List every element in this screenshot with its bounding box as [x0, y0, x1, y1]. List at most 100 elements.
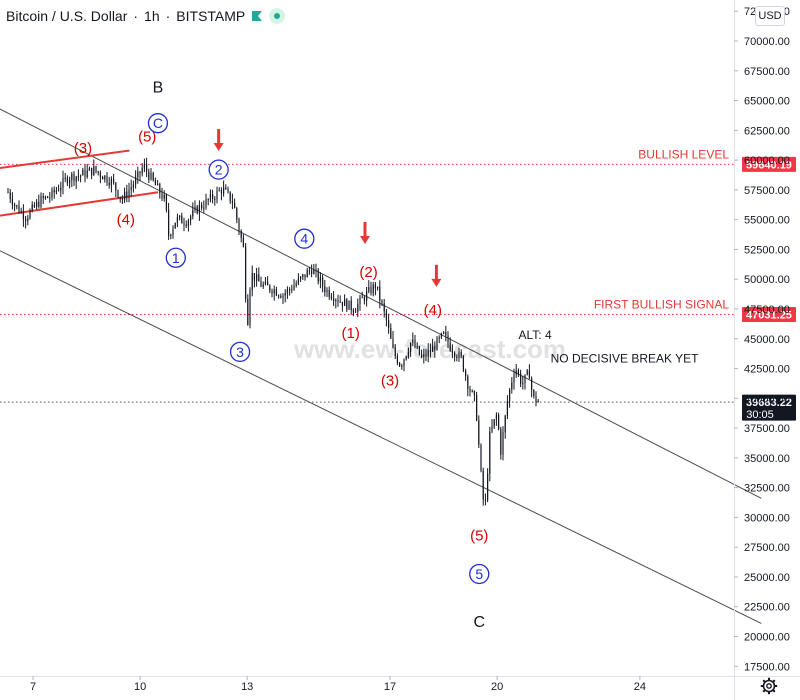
wave-circle — [208, 159, 229, 180]
candle-body — [275, 289, 278, 296]
chart-header: Bitcoin / U.S. Dollar · 1h · BITSTAMP — [6, 5, 286, 27]
wave-label: 4 — [300, 231, 308, 247]
wave-label: 3 — [236, 344, 244, 360]
watermark-text: www.ew-forecast.com — [293, 334, 566, 364]
candle-body — [236, 208, 238, 220]
price-tick-label: 20000.00 — [744, 632, 790, 644]
candle-body — [106, 175, 108, 183]
wave-label: C — [153, 115, 163, 131]
candle-body — [75, 176, 77, 182]
candle-body — [157, 184, 159, 186]
candle-body — [73, 173, 75, 182]
candle-body — [249, 289, 251, 325]
candle-body — [372, 284, 374, 294]
candle-body — [473, 390, 476, 396]
candle-body — [124, 191, 126, 200]
wave-label: B — [153, 79, 164, 96]
time-tick-label: 17 — [384, 681, 396, 693]
candle-body — [31, 204, 33, 211]
candle-body — [49, 197, 51, 199]
wave-label: 2 — [215, 162, 223, 178]
candle-body — [152, 173, 154, 181]
wave-label: (4) — [117, 212, 135, 229]
candle-body — [183, 223, 185, 225]
candle-body — [137, 171, 139, 178]
candle-body — [517, 370, 520, 374]
currency-button[interactable]: USD — [755, 6, 785, 26]
candle-body — [269, 285, 271, 291]
candle-body — [412, 339, 414, 343]
candle-body — [170, 234, 172, 236]
price-tick-label: 40000.00 — [744, 393, 790, 405]
candle-body — [346, 299, 348, 310]
candle-body — [207, 199, 209, 201]
price-tick-label: 37500.00 — [744, 423, 790, 435]
symbol-name[interactable]: Bitcoin / U.S. Dollar — [6, 8, 128, 24]
candle-body — [77, 176, 80, 178]
wave-circle — [469, 563, 490, 585]
candle-body — [196, 206, 198, 214]
candle-body — [506, 401, 509, 416]
candle-body — [293, 285, 295, 290]
candle-body — [526, 370, 528, 375]
candle-body — [216, 190, 218, 200]
candle-body — [242, 237, 245, 247]
candle-body — [33, 204, 36, 207]
price-tag-label: 47031.25 — [746, 310, 792, 322]
interval-label[interactable]: 1h — [144, 8, 160, 24]
candle-body — [29, 210, 31, 219]
candle-body — [47, 196, 49, 198]
candle-body — [62, 177, 64, 188]
price-tick-label: 65000.00 — [744, 96, 790, 108]
candle-body — [282, 295, 284, 298]
candle-body — [302, 274, 304, 277]
candle-body — [401, 365, 403, 367]
candle-body — [143, 164, 146, 169]
price-axis: 72500.0070000.0067500.0065000.0062500.00… — [734, 0, 790, 700]
candle-body — [429, 350, 432, 352]
candle-body — [27, 218, 29, 222]
price-tick-label: 35000.00 — [744, 453, 790, 465]
flag-icon[interactable] — [251, 10, 263, 22]
candle-body — [394, 347, 396, 357]
candle-body — [194, 206, 196, 210]
candle-body — [185, 224, 187, 226]
down-arrow-head-icon — [431, 278, 442, 287]
candle-body — [337, 300, 339, 302]
candle-body — [531, 378, 533, 390]
candle-body — [524, 374, 526, 384]
candle-body — [80, 175, 82, 177]
candle-body — [91, 167, 93, 175]
candle-body — [163, 194, 165, 199]
candle-body — [119, 196, 121, 199]
candle-body — [333, 298, 335, 302]
candle-body — [214, 198, 216, 200]
candle-body — [495, 414, 498, 420]
trend-channel — [0, 108, 762, 624]
wave-label: 1 — [172, 250, 180, 266]
candle-body — [425, 354, 427, 357]
candle-body — [66, 177, 69, 184]
candle-body — [289, 289, 291, 291]
candle-body — [51, 189, 53, 198]
candle-body — [396, 356, 399, 364]
candle-body — [139, 171, 141, 174]
down-arrow-head-icon — [213, 143, 224, 152]
candle-body — [205, 199, 207, 208]
candle-body — [203, 207, 205, 209]
candle-body — [500, 429, 502, 455]
wave-label: (2) — [359, 264, 377, 281]
candle-body — [487, 473, 489, 501]
candle-body — [260, 281, 262, 287]
candle-body — [381, 300, 383, 304]
candle-body — [335, 300, 337, 302]
gear-icon[interactable] — [760, 677, 778, 695]
candle-body — [462, 355, 465, 371]
candle-body — [238, 219, 240, 231]
candle-body — [418, 346, 421, 355]
candle-body — [436, 337, 438, 351]
candle-body — [368, 287, 370, 292]
candle-body — [84, 169, 86, 177]
candle-body — [264, 281, 267, 285]
